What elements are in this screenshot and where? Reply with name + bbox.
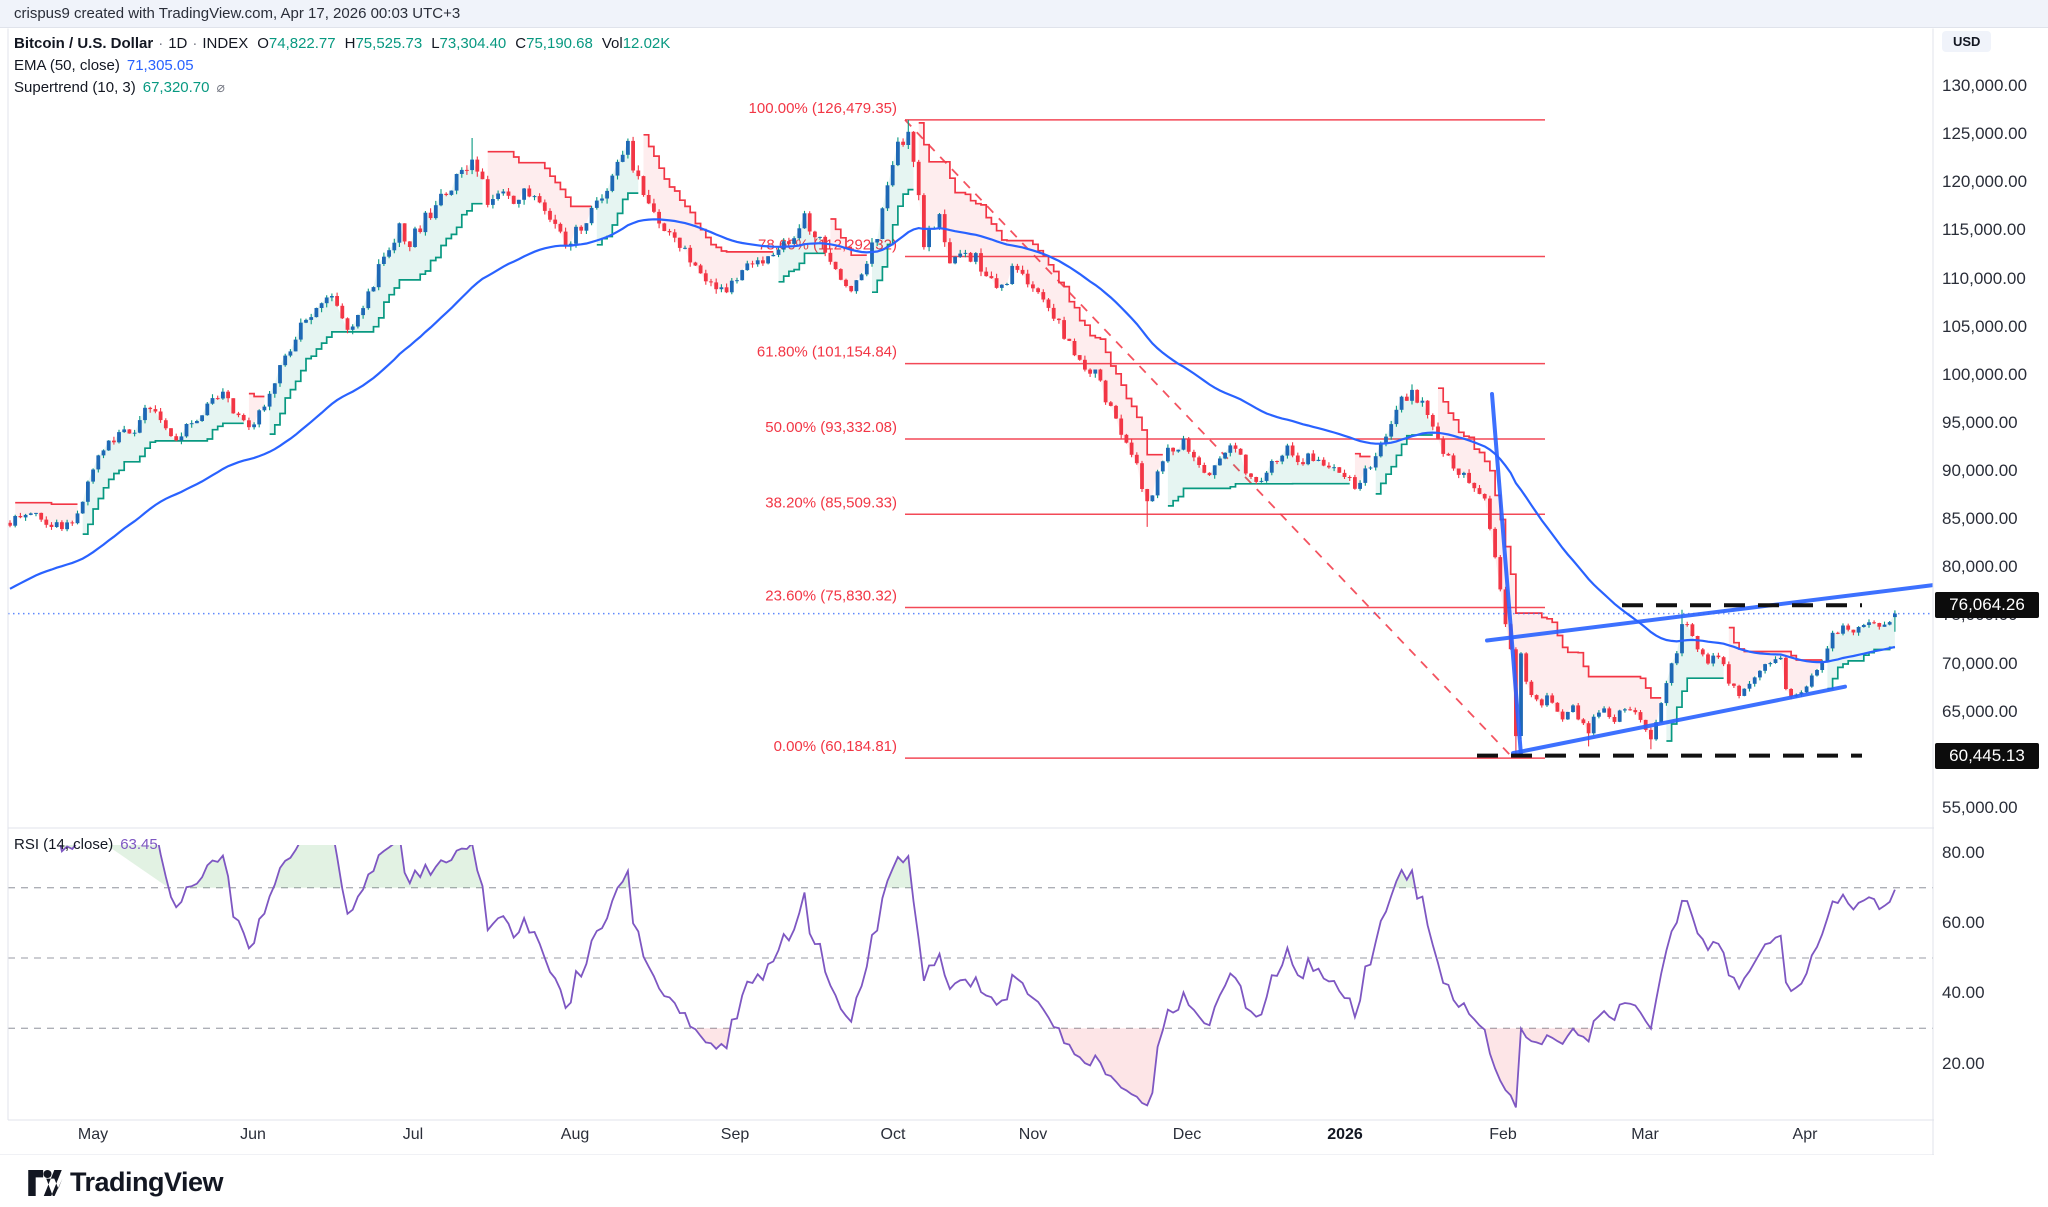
price-axis-label: 90,000.00	[1942, 461, 2018, 481]
symbol-name: Bitcoin / U.S. Dollar	[14, 35, 154, 52]
ohlc-key: L	[431, 35, 440, 52]
rsi-pane[interactable]	[8, 782, 1933, 1108]
rsi-axis-label: 80.00	[1942, 842, 1985, 862]
separator-dot: ·	[192, 35, 198, 52]
fib-level-label: 38.20% (85,509.33)	[765, 494, 897, 511]
rsi-axis-label: 20.00	[1942, 1053, 1985, 1073]
price-axis-label: 120,000.00	[1942, 172, 2028, 192]
trendline[interactable]	[1490, 392, 1523, 758]
tradingview-logo-icon[interactable]	[27, 1168, 63, 1198]
ohlc-key: O	[257, 35, 269, 52]
rsi-label: RSI (14, close)	[14, 836, 114, 853]
time-axis-label[interactable]: Mar	[1631, 1126, 1659, 1143]
price-axis-label: 95,000.00	[1942, 412, 2018, 432]
ohlc-value: 12.02K	[622, 35, 671, 52]
price-axis-label: 65,000.00	[1942, 701, 2018, 721]
price-axis-label: 100,000.00	[1942, 364, 2028, 384]
fib-level-label: 0.00% (60,184.81)	[774, 738, 897, 755]
ohlc-key: H	[344, 35, 356, 52]
interval-label: 1D	[168, 35, 188, 52]
hidden-plot-icon: ⌀	[216, 79, 225, 95]
trendline[interactable]	[1511, 684, 1847, 756]
price-pane[interactable]: 100.00% (126,479.35)78.60% (112,292.32)6…	[8, 100, 1933, 759]
ema-row[interactable]: EMA (50, close) 71,305.05	[14, 55, 670, 77]
price-axis-label: 80,000.00	[1942, 557, 2018, 577]
price-axis-label: 125,000.00	[1942, 124, 2028, 144]
time-axis-label[interactable]: Sep	[720, 1126, 750, 1143]
ohlc-value: 75,190.68	[526, 35, 593, 52]
rsi-oversold-fill	[1483, 1028, 1592, 1108]
rsi-oversold-fill	[1058, 1028, 1164, 1106]
rsi-overbought-fill	[186, 855, 230, 888]
time-axis-label[interactable]: Nov	[1018, 1126, 1048, 1143]
rsi-overbought-fill	[363, 845, 483, 888]
time-axis-label[interactable]: 2026	[1327, 1126, 1363, 1143]
time-axis-label[interactable]: Jul	[402, 1126, 424, 1143]
supertrend-label: Supertrend (10, 3)	[14, 79, 136, 96]
time-axis-label[interactable]: Apr	[1792, 1126, 1818, 1143]
separator-dot: ·	[158, 35, 164, 52]
ema-line[interactable]	[9, 218, 1896, 664]
ohlc-value: 73,304.40	[439, 35, 507, 52]
time-axis-label[interactable]: Dec	[1172, 1126, 1202, 1143]
watermark-bar: crispus9 created with TradingView.com, A…	[0, 0, 2048, 28]
rsi-overbought-fill	[885, 856, 912, 888]
ohlc-value: 75,525.73	[355, 35, 423, 52]
fib-baseline[interactable]	[904, 119, 1514, 759]
footer-bar: TradingView	[0, 1155, 2048, 1207]
price-axis-label: 105,000.00	[1942, 316, 2028, 336]
price-axis-label: 70,000.00	[1942, 653, 2018, 673]
fib-level-label: 23.60% (75,830.32)	[765, 587, 897, 604]
watermark-text: crispus9 created with TradingView.com, A…	[14, 5, 461, 22]
rsi-line[interactable]	[15, 782, 1896, 1108]
currency-toggle-button[interactable]: USD	[1942, 31, 1992, 52]
fib-level-label: 61.80% (101,154.84)	[757, 344, 897, 361]
ohlc-key: C	[515, 35, 527, 52]
price-scale[interactable]: 130,000.00 125,000.00 120,000.00 115,000.00…	[1934, 28, 2048, 1155]
ohlc-key: Vol	[601, 35, 623, 52]
trendline[interactable]	[1485, 583, 1933, 643]
symbol-row[interactable]: Bitcoin / U.S. Dollar · 1D · INDEX O74,822.77…	[14, 33, 670, 55]
price-axis-label: 110,000.00	[1942, 268, 2026, 288]
rsi-axis-label: 40.00	[1942, 983, 1985, 1003]
rsi-overbought-fill	[273, 845, 343, 888]
ema-value: 71,305.05	[126, 57, 194, 74]
price-axis-label: 85,000.00	[1942, 509, 2018, 529]
price-badge: 60,445.13	[1935, 742, 2039, 769]
price-badge: 76,064.26	[1935, 592, 2039, 619]
time-scale[interactable]: May Jun Jul Aug Sep Oct Nov Dec 2026 Feb Mar Apr	[0, 1122, 2048, 1154]
price-axis-label: 55,000.00	[1942, 798, 2018, 817]
rsi-legend[interactable]: RSI (14, close) 63.45	[14, 836, 158, 853]
ohlc-values: O74,822.77 H75,525.73 L73,304.40 C75,190.68…	[248, 35, 670, 52]
time-axis-label[interactable]: Jun	[240, 1126, 266, 1143]
exchange-label: INDEX	[202, 35, 249, 52]
price-axis-label: 130,000.00	[1942, 76, 2028, 95]
supertrend-fill	[15, 122, 1895, 741]
time-axis-label[interactable]: Oct	[880, 1126, 906, 1143]
fib-level-label: 50.00% (93,332.08)	[765, 419, 897, 436]
rsi-axis-label: 60.00	[1942, 912, 1985, 932]
ema-label: EMA (50, close)	[14, 57, 120, 74]
supertrend-value: 67,320.70	[142, 79, 210, 96]
time-axis-label[interactable]: Feb	[1489, 1126, 1517, 1143]
time-axis-label[interactable]: Aug	[560, 1126, 590, 1143]
price-axis-label: 115,000.00	[1942, 220, 2026, 240]
legend: Bitcoin / U.S. Dollar · 1D · INDEX O74,822.77…	[14, 33, 670, 99]
supertrend-row[interactable]: Supertrend (10, 3) 67,320.70 ⌀	[14, 77, 670, 99]
rsi-value: 63.45	[120, 836, 158, 853]
ohlc-value: 74,822.77	[268, 35, 336, 52]
fib-level-label: 100.00% (126,479.35)	[749, 100, 897, 117]
time-axis-label[interactable]: May	[77, 1126, 109, 1143]
candlesticks	[8, 119, 1897, 757]
rsi-overbought-fill	[60, 845, 169, 888]
tradingview-logo-text[interactable]: TradingView	[70, 1167, 224, 1197]
